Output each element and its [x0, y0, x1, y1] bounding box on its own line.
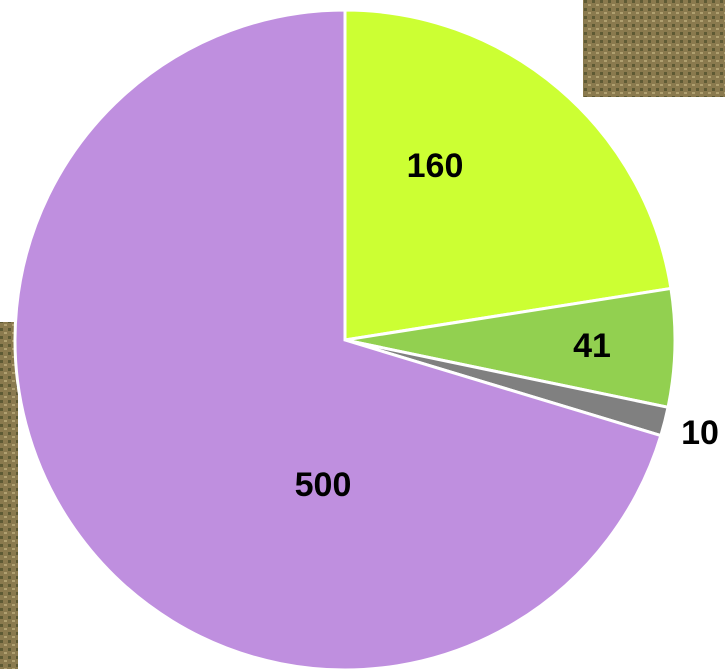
photo-background	[583, 0, 725, 97]
pie-slice	[343, 8, 673, 342]
pie	[13, 8, 677, 669]
pie-slice	[13, 8, 663, 669]
data-label: 41	[573, 327, 611, 365]
photo-background	[0, 322, 18, 669]
labels: 160 41 10 500	[295, 147, 719, 504]
data-label: 10	[681, 414, 719, 452]
data-label: 500	[295, 466, 352, 504]
data-label: 160	[407, 147, 464, 185]
